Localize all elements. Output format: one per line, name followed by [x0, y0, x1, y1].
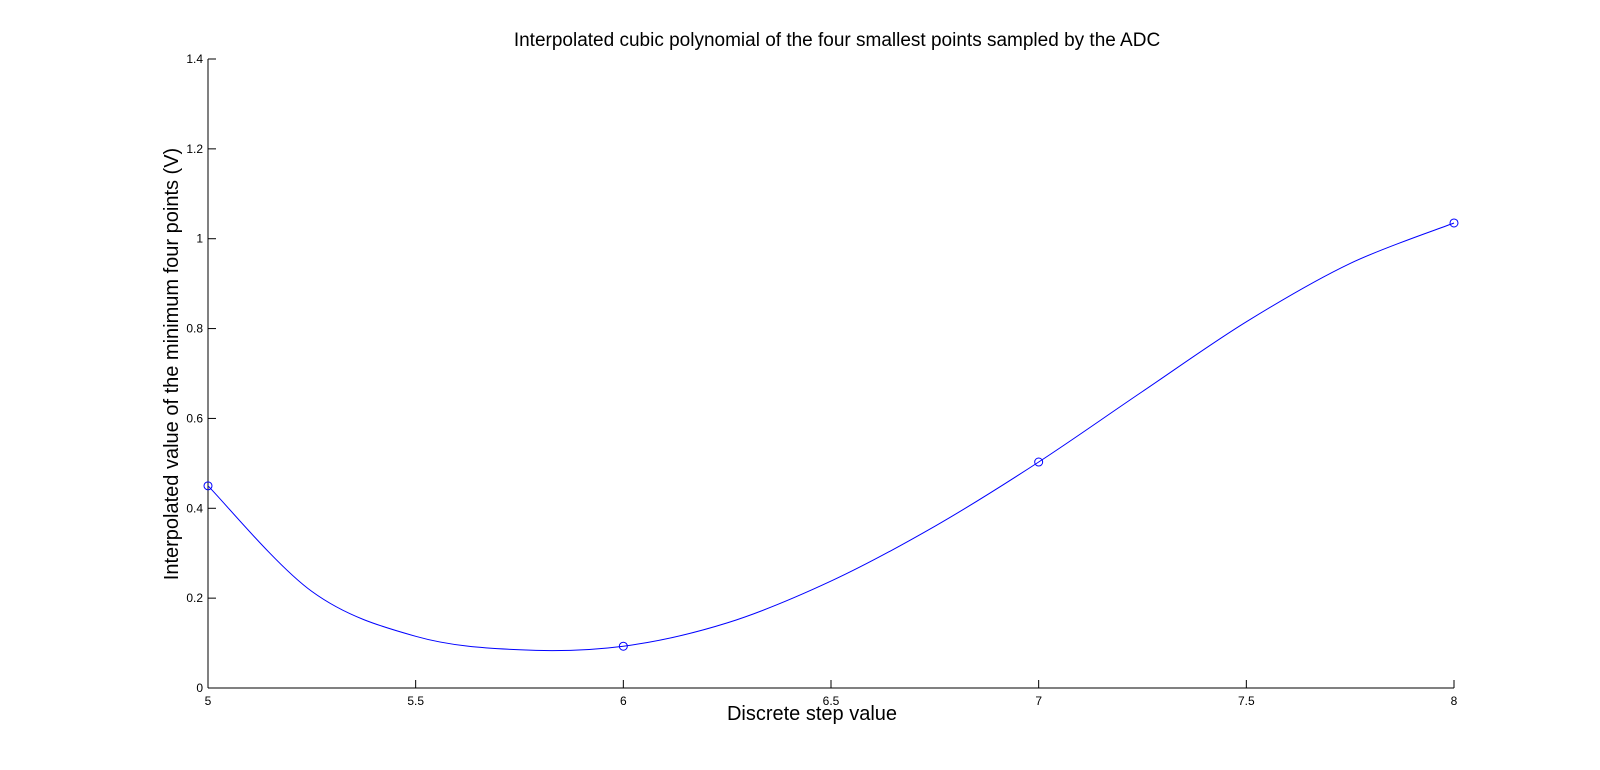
chart-title: Interpolated cubic polynomial of the fou…: [514, 30, 1160, 51]
sample-point-marker: [1449, 218, 1459, 228]
x-tick-label: 8: [1451, 694, 1458, 708]
y-axis-label: Interpolated value of the minimum four p…: [161, 148, 183, 580]
x-axis-ticks: 5 5.5 6 6.5 7 7.5 8: [205, 680, 1458, 708]
plot-area: [203, 218, 1459, 652]
y-tick-label: 0: [196, 681, 203, 695]
x-axis-label: Discrete step value: [727, 703, 897, 725]
x-tick-label: 7: [1035, 694, 1042, 708]
x-tick-label: 6: [620, 694, 627, 708]
y-axis-ticks: 0 0.2 0.4 0.6 0.8 1 1.2 1.4: [186, 52, 216, 695]
y-tick-label: 1.2: [186, 142, 203, 156]
x-tick-label: 7.5: [1238, 694, 1255, 708]
sample-point-marker: [1034, 457, 1044, 467]
y-tick-label: 0.4: [186, 501, 203, 515]
interpolated-curve: [207, 222, 1455, 652]
x-tick-label: 5.5: [407, 694, 424, 708]
y-tick-label: 1.4: [186, 52, 203, 66]
x-tick-label: 5: [205, 694, 212, 708]
sample-point-marker: [618, 641, 628, 651]
y-tick-label: 1: [196, 232, 203, 246]
axes: [207, 59, 1454, 689]
x-tick-label: 6.5: [823, 694, 840, 708]
y-tick-label: 0.2: [186, 591, 203, 605]
y-tick-label: 0.6: [186, 411, 203, 425]
y-tick-label: 0.8: [186, 322, 203, 336]
sample-point-marker: [203, 481, 213, 491]
